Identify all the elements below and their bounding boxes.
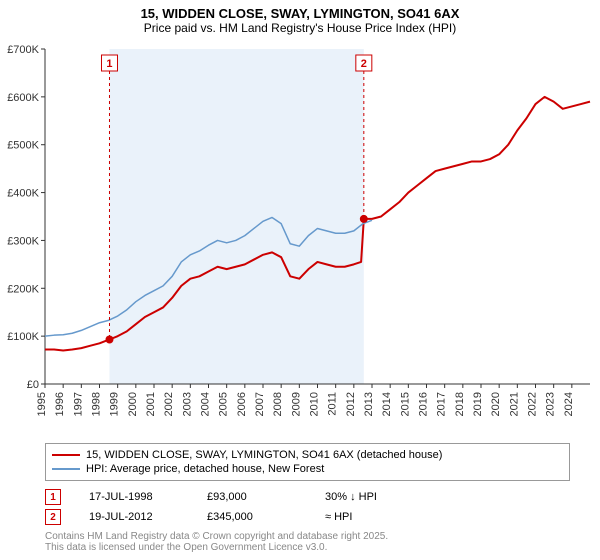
chart-subtitle: Price paid vs. HM Land Registry's House …: [0, 21, 600, 39]
svg-text:2003: 2003: [181, 392, 193, 416]
marker-date: 17-JUL-1998: [89, 491, 179, 503]
svg-text:£600K: £600K: [7, 92, 39, 104]
svg-text:1996: 1996: [54, 392, 66, 416]
svg-text:2023: 2023: [545, 392, 557, 416]
svg-text:1: 1: [106, 58, 112, 70]
svg-text:2001: 2001: [145, 392, 157, 416]
svg-text:2011: 2011: [327, 392, 339, 416]
svg-text:2020: 2020: [490, 392, 502, 416]
svg-text:£500K: £500K: [7, 140, 39, 152]
svg-text:2013: 2013: [363, 392, 375, 416]
svg-text:2010: 2010: [309, 392, 321, 416]
chart-title: 15, WIDDEN CLOSE, SWAY, LYMINGTON, SO41 …: [0, 0, 600, 21]
chart-container: 15, WIDDEN CLOSE, SWAY, LYMINGTON, SO41 …: [0, 0, 600, 553]
svg-text:2009: 2009: [290, 392, 302, 416]
svg-text:£300K: £300K: [7, 235, 39, 247]
svg-text:2: 2: [361, 58, 367, 70]
svg-text:£400K: £400K: [7, 188, 39, 200]
svg-text:2019: 2019: [472, 392, 484, 416]
legend-label: 15, WIDDEN CLOSE, SWAY, LYMINGTON, SO41 …: [86, 449, 442, 461]
svg-text:2016: 2016: [418, 392, 430, 416]
svg-text:2022: 2022: [527, 392, 539, 416]
chart-plot-area: £0 £100K £200K £300K £400K £500K £600K £700K 199…: [0, 39, 600, 439]
svg-text:2002: 2002: [163, 392, 175, 416]
svg-text:2024: 2024: [563, 392, 575, 416]
footer-attribution: Contains HM Land Registry data © Crown c…: [45, 531, 570, 553]
svg-text:2018: 2018: [454, 392, 466, 416]
footer-line-2: This data is licensed under the Open Gov…: [45, 542, 570, 553]
legend-swatch: [52, 454, 80, 456]
marker-id-box: 1: [45, 489, 61, 505]
legend-label: HPI: Average price, detached house, New …: [86, 463, 324, 475]
marker-note: 30% ↓ HPI: [325, 491, 445, 503]
svg-text:2014: 2014: [381, 392, 393, 416]
svg-text:1995: 1995: [36, 392, 48, 416]
svg-text:£200K: £200K: [7, 283, 39, 295]
svg-text:2006: 2006: [236, 392, 248, 416]
legend-row: HPI: Average price, detached house, New …: [52, 462, 563, 476]
chart-svg: £0 £100K £200K £300K £400K £500K £600K £700K 199…: [0, 39, 600, 439]
legend-row: 15, WIDDEN CLOSE, SWAY, LYMINGTON, SO41 …: [52, 448, 563, 462]
svg-text:1999: 1999: [109, 392, 121, 416]
svg-text:£0: £0: [27, 379, 39, 391]
svg-text:2007: 2007: [254, 392, 266, 416]
svg-text:£100K: £100K: [7, 331, 39, 343]
marker-row: 2 19-JUL-2012 £345,000 ≈ HPI: [45, 507, 570, 527]
svg-text:£700K: £700K: [7, 44, 39, 56]
svg-text:2015: 2015: [399, 392, 411, 416]
svg-text:1998: 1998: [91, 392, 103, 416]
markers-table: 1 17-JUL-1998 £93,000 30% ↓ HPI 2 19-JUL-2012…: [45, 487, 570, 527]
marker-row: 1 17-JUL-1998 £93,000 30% ↓ HPI: [45, 487, 570, 507]
legend: 15, WIDDEN CLOSE, SWAY, LYMINGTON, SO41 …: [45, 443, 570, 481]
svg-text:2021: 2021: [508, 392, 520, 416]
svg-text:2004: 2004: [200, 392, 212, 416]
svg-text:2005: 2005: [218, 392, 230, 416]
svg-text:2008: 2008: [272, 392, 284, 416]
svg-text:2017: 2017: [436, 392, 448, 416]
marker-date: 19-JUL-2012: [89, 511, 179, 523]
legend-swatch: [52, 468, 80, 470]
marker-price: £345,000: [207, 511, 297, 523]
marker-id-box: 2: [45, 509, 61, 525]
svg-text:1997: 1997: [72, 392, 84, 416]
footer-line-1: Contains HM Land Registry data © Crown c…: [45, 531, 570, 542]
marker-note: ≈ HPI: [325, 511, 445, 523]
svg-text:2012: 2012: [345, 392, 357, 416]
marker-price: £93,000: [207, 491, 297, 503]
svg-text:2000: 2000: [127, 392, 139, 416]
